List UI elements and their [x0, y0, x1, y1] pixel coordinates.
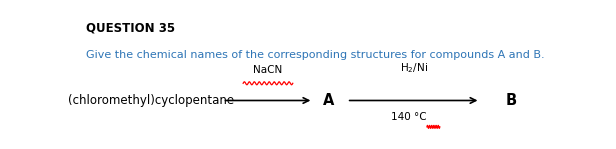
- Text: B: B: [506, 93, 517, 108]
- Text: H$_2$/Ni: H$_2$/Ni: [400, 61, 428, 75]
- Text: 140 °C: 140 °C: [391, 112, 427, 122]
- Text: Give the chemical names of the corresponding structures for compounds A and B.: Give the chemical names of the correspon…: [86, 50, 544, 60]
- Text: A: A: [323, 93, 334, 108]
- Text: QUESTION 35: QUESTION 35: [86, 21, 175, 34]
- Text: (chloromethyl)cyclopentane: (chloromethyl)cyclopentane: [68, 94, 234, 107]
- Text: NaCN: NaCN: [253, 65, 283, 75]
